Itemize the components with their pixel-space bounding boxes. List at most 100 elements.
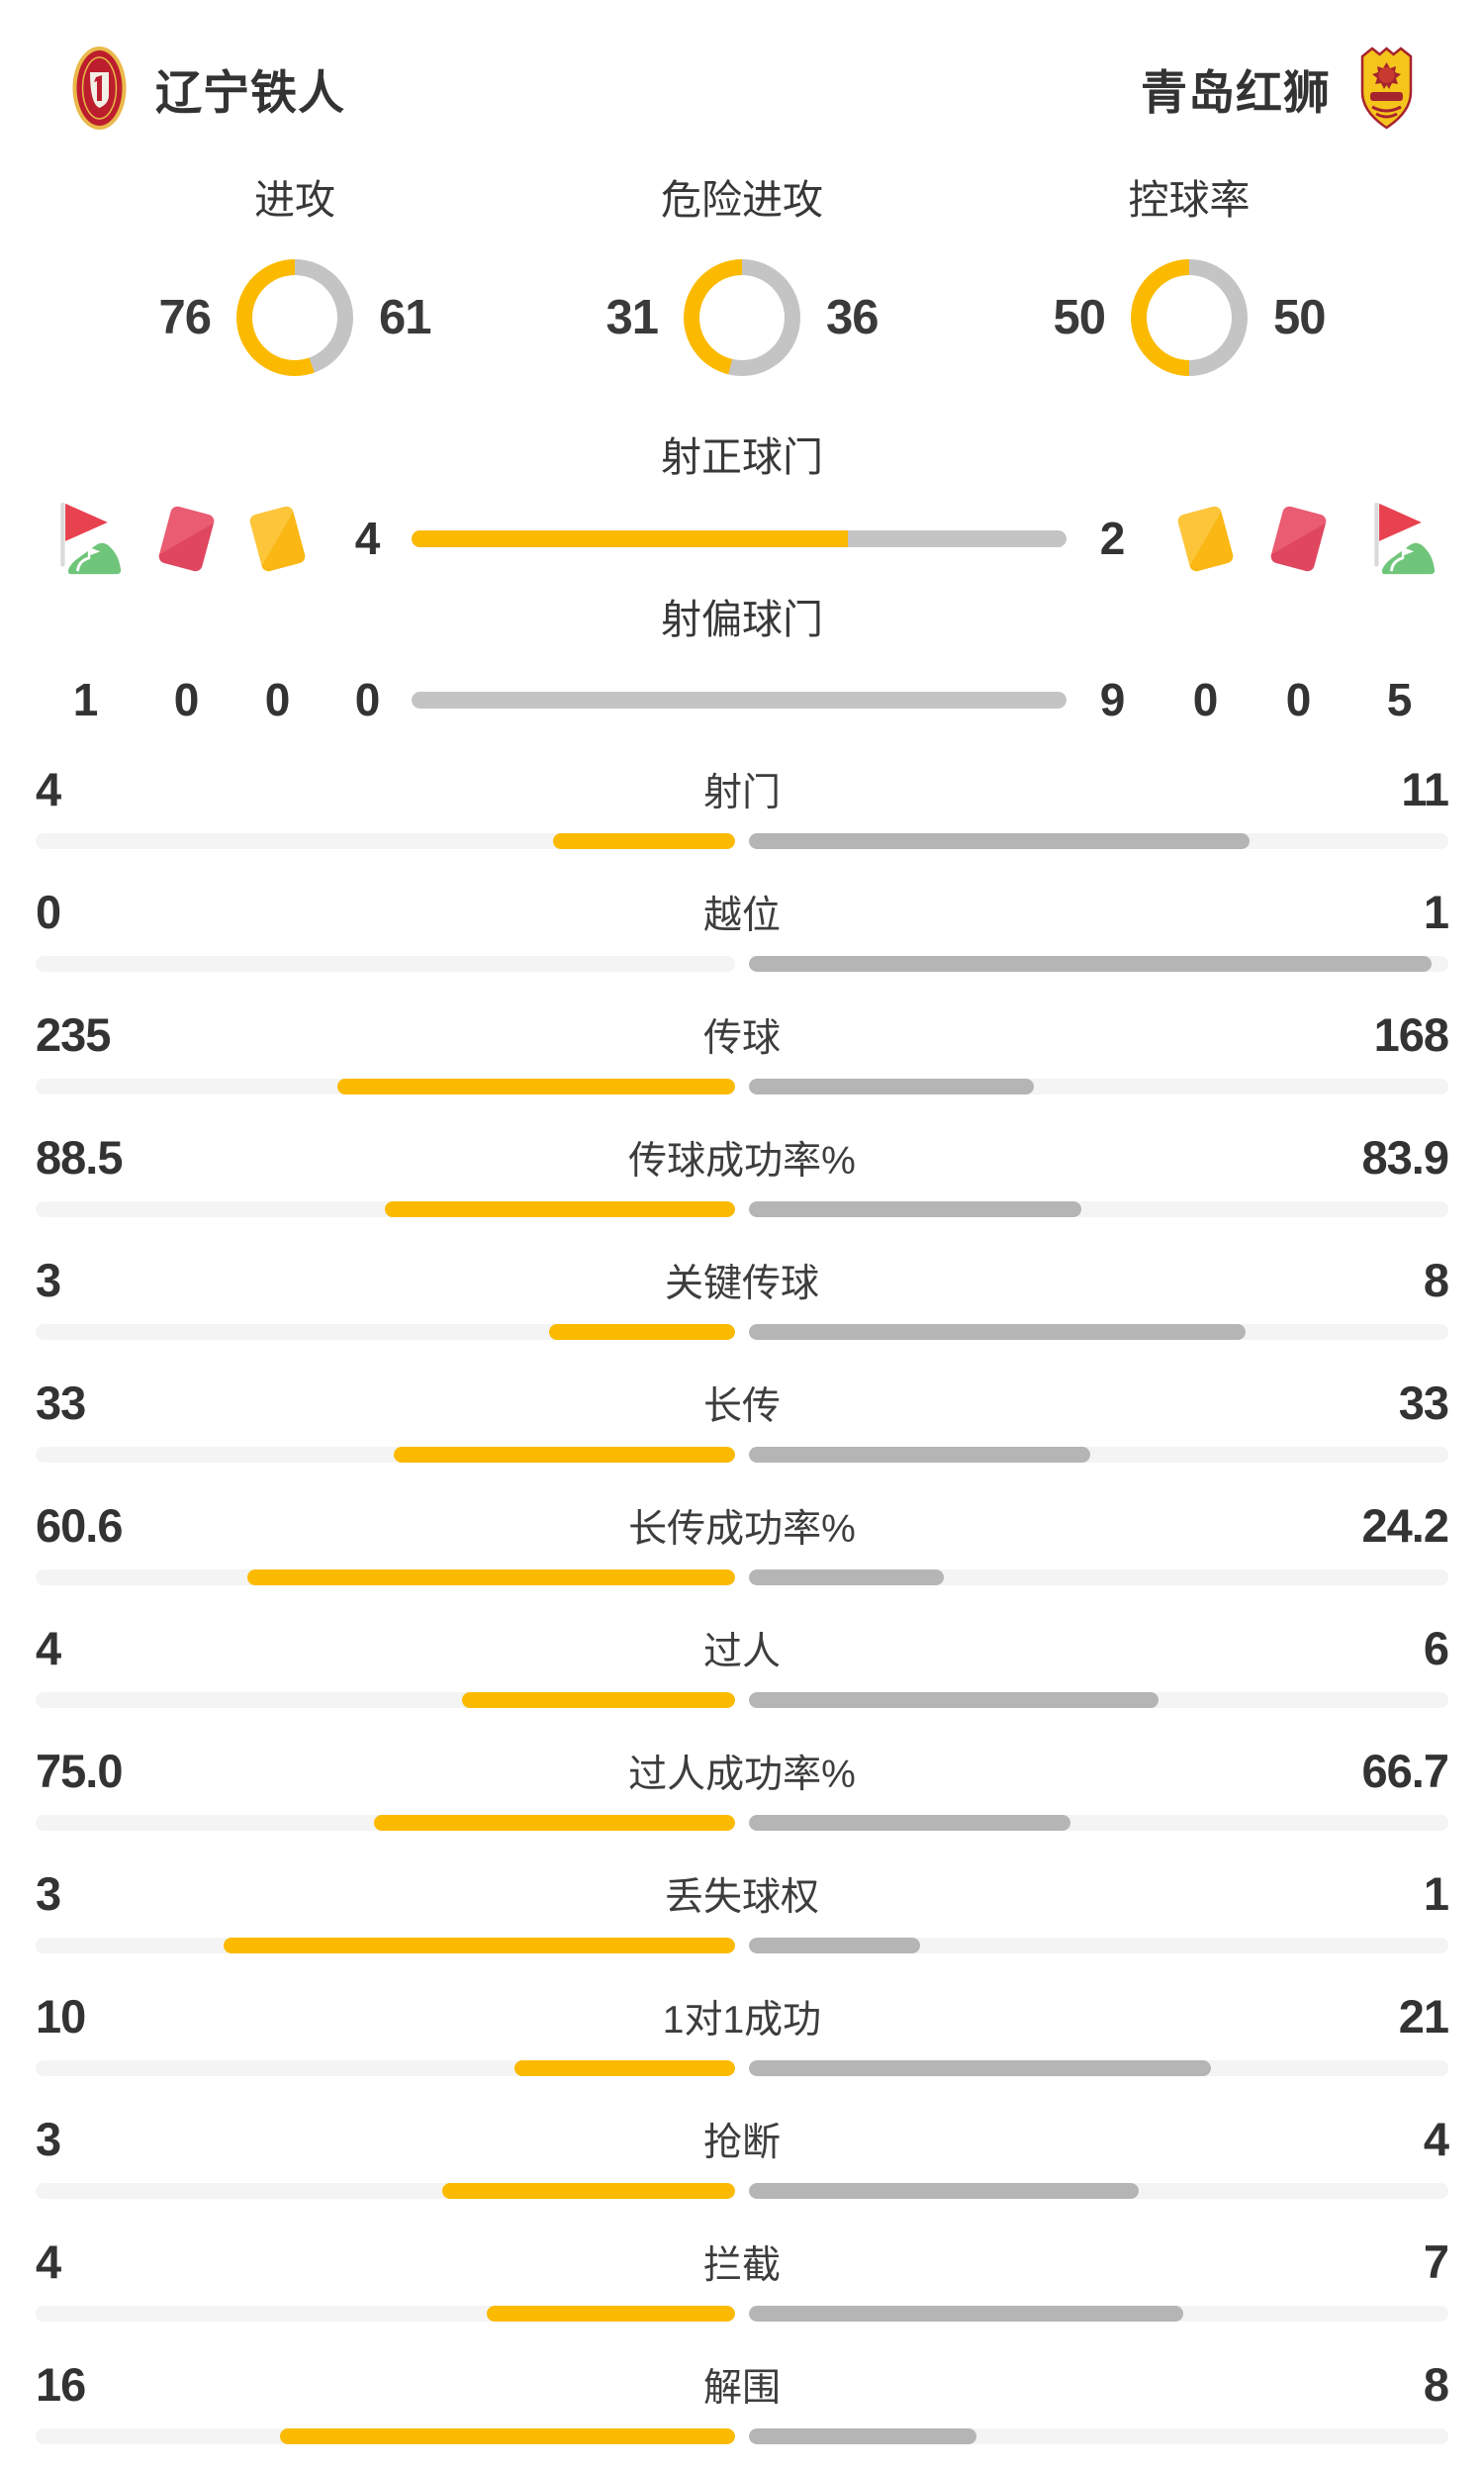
stat-label: 抢断 (702, 2122, 781, 2164)
donut-possession: 控球率 50 50 (966, 176, 1413, 376)
stat-bar-away (749, 1447, 1448, 1463)
red-card-icon (156, 504, 216, 573)
donut-home-value: 76 (158, 291, 212, 344)
stats-list: 4 射门 11 0 越位 1 235 传球 (0, 752, 1484, 2470)
shots-on-target-home: 4 (354, 513, 381, 564)
corner-flag-icon (1374, 502, 1436, 575)
stat-bar-away (749, 1079, 1448, 1094)
stat-away-value: 8 (1423, 2358, 1449, 2411)
stat-bar-away (749, 833, 1448, 849)
stat-row-key-passes: 3 关键传球 8 (36, 1243, 1449, 1366)
home-team-name: 辽宁铁人 (155, 65, 345, 119)
stat-bar-home (36, 2428, 735, 2444)
stat-label: 关键传球 (664, 1263, 819, 1305)
possession-donut-chart (1131, 259, 1248, 376)
donut-away-value: 50 (1273, 291, 1327, 344)
stat-label: 长传 (702, 1385, 781, 1428)
stat-row-duels-won: 10 1对1成功 21 (36, 1979, 1449, 2102)
stat-home-value: 60.6 (36, 1499, 123, 1552)
stat-bar-home (36, 1324, 735, 1340)
away-yellow-cards-count: 0 (1192, 674, 1219, 725)
stat-bar-away (749, 1692, 1448, 1708)
stat-home-value: 33 (36, 1377, 86, 1429)
away-red-cards-count: 0 (1285, 674, 1312, 725)
stat-away-value: 8 (1423, 1254, 1449, 1306)
donut-away-value: 36 (826, 291, 880, 344)
shots-off-target-title: 射偏球门 (661, 597, 823, 642)
stat-bar-home (36, 2183, 735, 2199)
stat-home-value: 10 (36, 1990, 86, 2042)
stat-bar-home (36, 956, 735, 972)
donut-home-value: 31 (605, 291, 659, 344)
stat-bar-away (749, 2060, 1448, 2076)
stat-bar-home (36, 1569, 735, 1585)
stat-bar-home (36, 2306, 735, 2322)
stat-bar-home (36, 1079, 735, 1094)
stat-bar-home (36, 833, 735, 849)
stat-bar-away (749, 2306, 1448, 2322)
stat-home-value: 75.0 (36, 1745, 123, 1797)
donut-dangerous-attack: 危险进攻 31 36 (518, 176, 966, 376)
stat-bar-home (36, 2060, 735, 2076)
stat-label: 拦截 (702, 2244, 781, 2287)
home-team: 辽宁铁人 (71, 46, 345, 131)
stat-away-value: 24.2 (1361, 1499, 1449, 1552)
stat-label: 传球成功率% (628, 1140, 856, 1183)
donut-away-value: 61 (379, 291, 432, 344)
stat-row-offsides: 0 越位 1 (36, 875, 1449, 998)
stat-label: 丢失球权 (664, 1876, 819, 1919)
yellow-card-icon (1175, 504, 1235, 573)
attack-donut-chart (236, 259, 353, 376)
shots-section: 射正球门 4 2 (0, 433, 1484, 742)
stat-home-value: 235 (36, 1008, 111, 1061)
stat-bar-home (36, 1447, 735, 1463)
stat-bar-home (36, 1201, 735, 1217)
stat-bar-away (749, 956, 1448, 972)
red-card-icon (1268, 504, 1328, 573)
shots-off-target-away: 9 (1099, 674, 1126, 725)
away-team-crest-icon (1360, 47, 1413, 130)
stat-bar-away (749, 1569, 1448, 1585)
corner-flag-icon (60, 502, 122, 575)
stat-label: 过人成功率% (628, 1754, 856, 1796)
overview-donuts: 进攻 76 61 危险进攻 31 36 控球率 50 50 (0, 176, 1484, 376)
stat-home-value: 3 (36, 1254, 61, 1306)
stat-row-pass-success: 88.5 传球成功率% 83.9 (36, 1120, 1449, 1243)
stat-away-value: 168 (1373, 1008, 1449, 1061)
stat-label: 1对1成功 (662, 1999, 822, 2042)
stat-away-value: 83.9 (1361, 1131, 1449, 1184)
stat-home-value: 4 (36, 1622, 61, 1674)
stat-home-value: 4 (36, 763, 61, 815)
stat-row-dribble-success: 75.0 过人成功率% 66.7 (36, 1734, 1449, 1856)
stat-away-value: 66.7 (1361, 1745, 1449, 1797)
stat-away-value: 1 (1423, 886, 1449, 938)
stat-bar-away (749, 1201, 1448, 1217)
stat-label: 解围 (702, 2367, 781, 2410)
stat-row-dribbles: 4 过人 6 (36, 1611, 1449, 1734)
stat-label: 传球 (702, 1017, 781, 1060)
shots-off-target-bar (412, 691, 1067, 709)
stat-row-shots: 4 射门 11 (36, 752, 1449, 875)
donut-title: 进攻 (254, 177, 335, 223)
match-header: 辽宁铁人 青岛红狮 (0, 0, 1484, 133)
stat-home-value: 88.5 (36, 1131, 123, 1184)
away-team: 青岛红狮 (1141, 46, 1415, 131)
stat-bar-home (36, 1938, 735, 1953)
home-red-cards-count: 0 (173, 674, 200, 725)
stat-bar-home (36, 1815, 735, 1831)
stat-bar-away (749, 1938, 1448, 1953)
shots-on-target-bar (412, 529, 1067, 547)
stat-home-value: 4 (36, 2235, 61, 2288)
stat-away-value: 1 (1423, 1867, 1449, 1920)
stat-away-value: 4 (1423, 2113, 1449, 2165)
stat-away-value: 7 (1423, 2235, 1449, 2288)
home-corners-count: 1 (72, 674, 99, 725)
stat-bar-away (749, 2428, 1448, 2444)
stat-row-passes: 235 传球 168 (36, 998, 1449, 1120)
donut-title: 控球率 (1128, 177, 1251, 223)
stat-away-value: 33 (1398, 1377, 1449, 1429)
away-team-name: 青岛红狮 (1141, 65, 1331, 119)
shots-off-target-home: 0 (354, 674, 381, 725)
stat-row-possession-lost: 3 丢失球权 1 (36, 1856, 1449, 1979)
